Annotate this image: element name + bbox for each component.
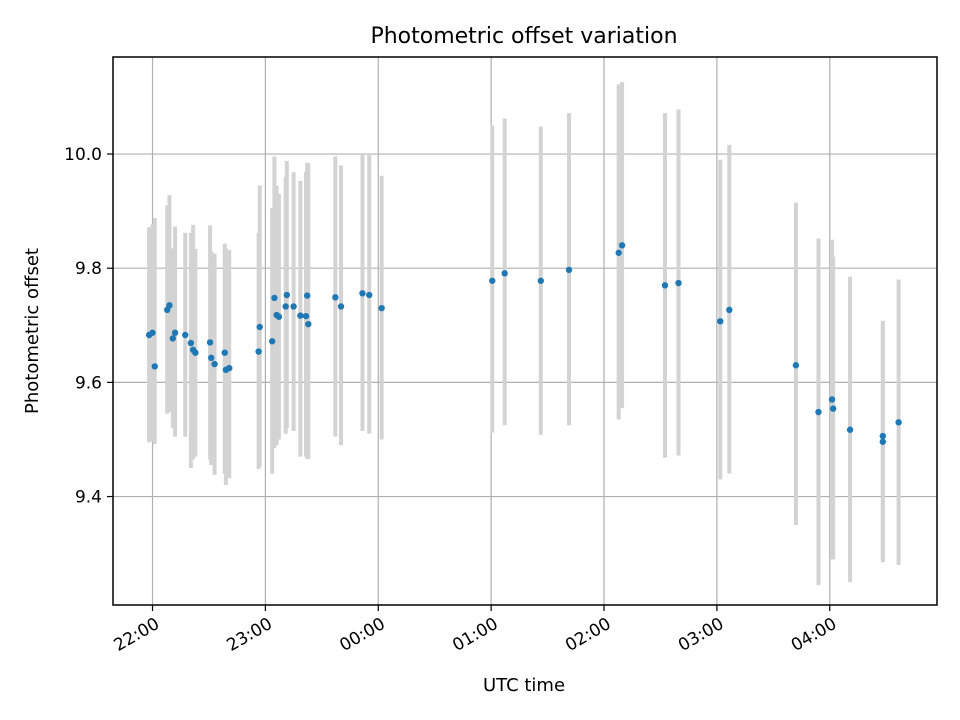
data-point: [366, 291, 373, 299]
data-point: [661, 282, 669, 289]
data-point: [717, 318, 724, 325]
data-point: [305, 320, 312, 328]
data-point: [895, 419, 902, 426]
data-point: [332, 294, 339, 301]
data-point: [256, 323, 263, 331]
data-point: [268, 338, 276, 345]
x-axis-ticks: 22:00 23:00 00:00 01:00 02:00 03:00 04:00: [111, 605, 840, 656]
chart-title: Photometric offset variation: [370, 24, 677, 49]
y-tick-label: 9.4: [75, 488, 102, 508]
data-point: [297, 312, 304, 319]
data-point: [166, 302, 173, 309]
x-tick-label: 03:00: [675, 614, 727, 656]
data-point: [302, 312, 310, 320]
data-points: [145, 242, 902, 445]
y-axis-ticks: 9.4 9.6 9.8 10.0: [64, 145, 113, 508]
x-axis-label: UTC time: [483, 675, 565, 696]
data-point: [290, 303, 297, 310]
data-point: [337, 303, 345, 310]
data-point: [171, 329, 179, 336]
x-tick-label: 02:00: [562, 614, 614, 656]
data-point: [271, 294, 278, 302]
data-point: [378, 304, 385, 312]
y-tick-label: 9.6: [75, 373, 102, 393]
data-point: [226, 364, 233, 372]
data-point: [149, 329, 156, 336]
data-point: [359, 290, 366, 297]
data-point: [303, 292, 311, 299]
plot-frame: [112, 56, 938, 606]
data-point: [846, 426, 854, 433]
data-point: [537, 277, 545, 284]
x-tick-label: 23:00: [223, 614, 275, 656]
data-point: [675, 279, 682, 287]
data-point: [208, 354, 215, 362]
data-point: [565, 266, 573, 274]
data-point: [255, 348, 262, 355]
x-tick-label: 22:00: [111, 614, 163, 656]
data-point: [282, 303, 289, 310]
data-point: [221, 349, 228, 356]
data-point: [501, 270, 508, 277]
data-point: [151, 363, 158, 370]
x-tick-label: 01:00: [449, 614, 501, 656]
y-axis-label: Photometric offset: [22, 248, 43, 414]
grid-lines: [113, 57, 937, 605]
data-point: [187, 339, 195, 347]
data-point: [283, 291, 291, 299]
data-point: [169, 335, 177, 342]
data-point: [192, 349, 199, 356]
x-tick-label: 00:00: [336, 614, 388, 656]
data-point: [275, 313, 283, 320]
y-tick-label: 9.8: [75, 259, 102, 279]
data-point: [879, 432, 887, 440]
error-bars: [147, 82, 901, 586]
data-point: [206, 339, 214, 346]
data-point: [618, 242, 626, 249]
data-point: [815, 408, 822, 416]
data-point: [489, 277, 496, 284]
data-point: [792, 362, 800, 369]
data-point: [615, 249, 622, 256]
x-tick-label: 04:00: [788, 614, 840, 656]
data-point: [829, 405, 837, 412]
data-point: [726, 306, 733, 314]
data-point: [828, 396, 836, 403]
y-tick-label: 10.0: [64, 145, 102, 165]
data-point: [879, 438, 887, 445]
data-point: [211, 360, 218, 368]
data-point: [182, 331, 189, 339]
